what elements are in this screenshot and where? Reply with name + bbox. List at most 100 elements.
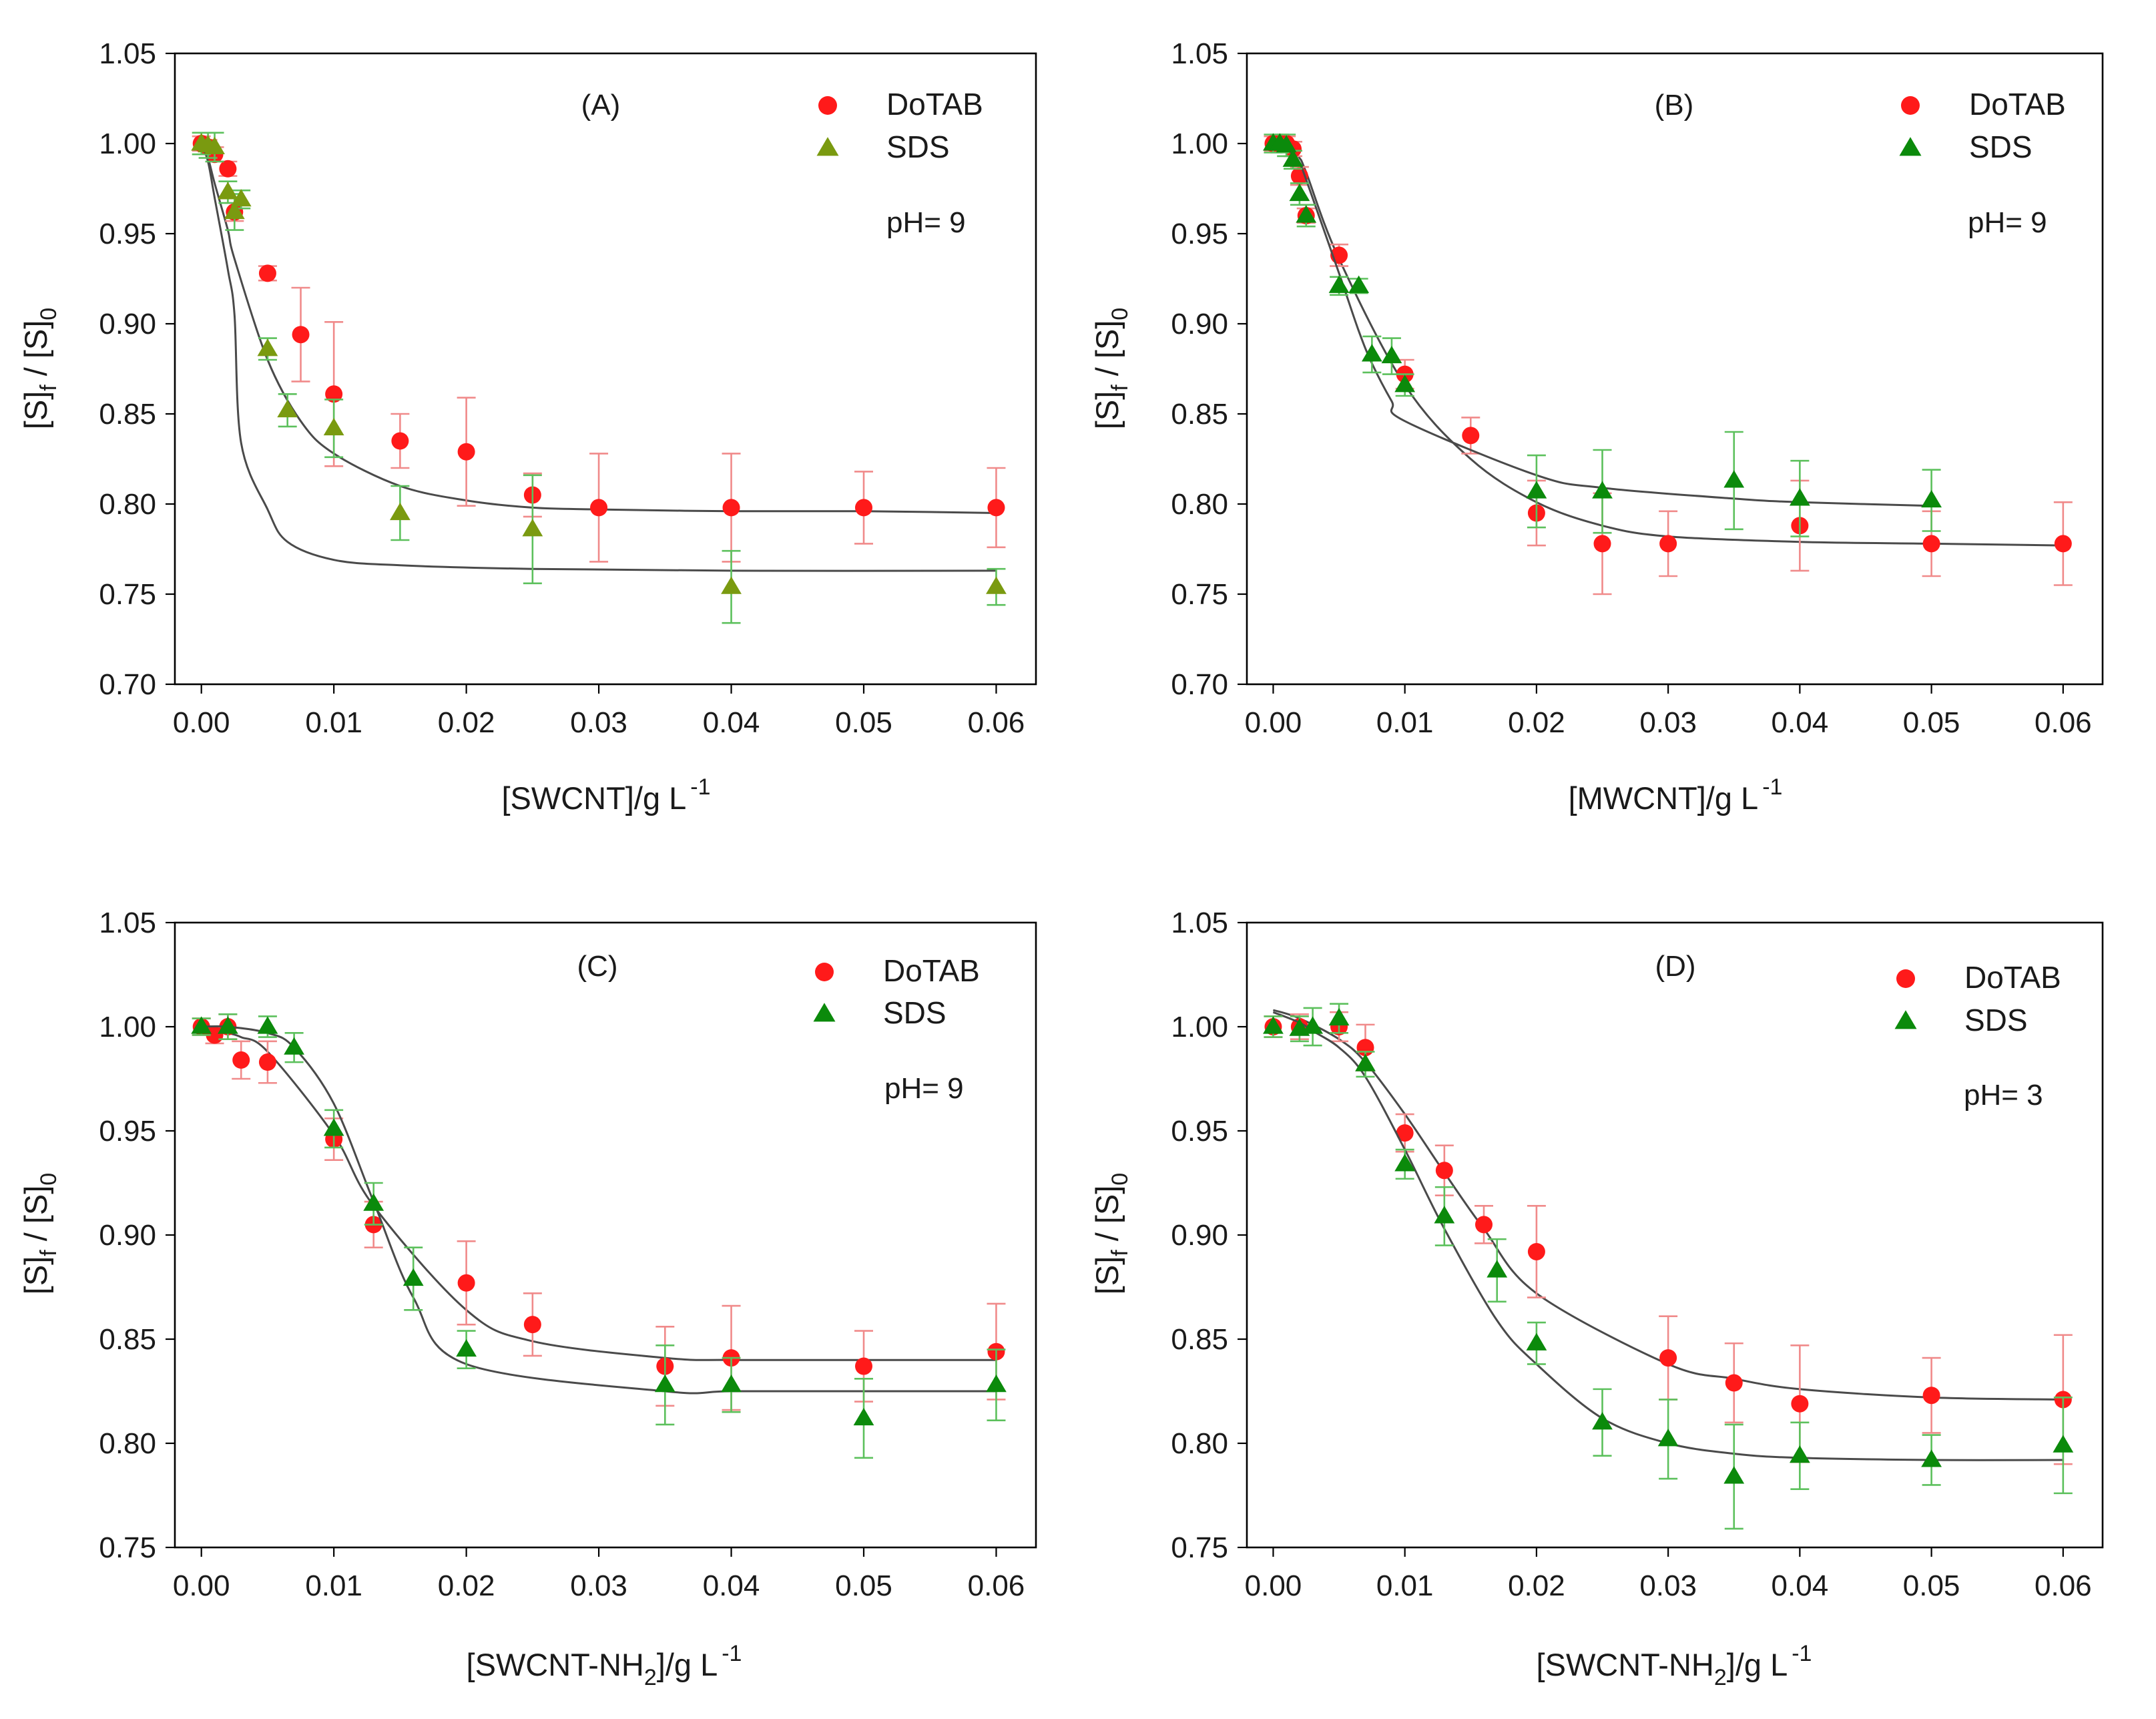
x-axis-label-text: [SWCNT]/g L [501, 780, 686, 816]
y-axis-label-subscript: 0 [1107, 1173, 1133, 1186]
data-point-sds [402, 1268, 424, 1286]
data-point-sds [1348, 275, 1370, 293]
x-axis-label-text: [SWCNT-NH [467, 1647, 644, 1682]
fit-curve [200, 143, 997, 572]
legend-label: DoTAB [886, 87, 983, 121]
data-point-sds [1381, 345, 1402, 364]
x-tick-label: 0.02 [438, 1569, 495, 1602]
data-point-dotab [987, 499, 1005, 517]
x-tick-label: 0.00 [173, 1569, 230, 1602]
data-point-dotab [258, 1053, 276, 1071]
data-point-sds [1592, 481, 1613, 499]
data-point-sds [284, 1037, 305, 1055]
x-tick-label: 0.02 [438, 706, 495, 739]
legend-label: DoTAB [883, 953, 980, 988]
y-tick-label: 0.70 [99, 668, 156, 701]
fit-curve [201, 1025, 997, 1361]
series-sds [191, 1013, 1007, 1459]
data-point-sds [1789, 1445, 1810, 1463]
x-axis-label-text: [SWCNT-NH [1537, 1647, 1714, 1682]
data-point-sds [1296, 205, 1317, 223]
data-point-dotab [1527, 1242, 1545, 1260]
data-point-sds [1355, 1053, 1376, 1071]
y-tick-label: 0.90 [99, 1219, 156, 1252]
legend-entry: SDS [816, 130, 950, 164]
x-tick-label: 0.00 [1245, 706, 1302, 739]
legend-entry: DoTAB [818, 87, 983, 121]
y-axis-label: [S]f / [S]0 [1089, 308, 1133, 429]
data-point-sds [1526, 1332, 1547, 1350]
data-point-sds [230, 189, 252, 207]
data-point-dotab [232, 1051, 250, 1069]
x-tick-label: 0.01 [305, 1569, 362, 1602]
series-sds [191, 132, 1007, 624]
y-axis-label-part: [S] [1089, 1256, 1125, 1294]
x-axis-label-superscript: -1 [690, 774, 710, 800]
y-axis-label-part: [S] [1089, 391, 1125, 429]
data-point-sds [1487, 1260, 1508, 1278]
y-tick-label: 0.85 [99, 1323, 156, 1356]
data-point-sds [389, 502, 411, 521]
data-point-dotab [1475, 1216, 1493, 1234]
data-point-sds [1921, 489, 1942, 508]
data-point-dotab [1593, 535, 1611, 553]
data-point-dotab [1659, 535, 1677, 553]
data-point-sds [853, 1407, 874, 1426]
x-tick-label: 0.04 [1772, 706, 1829, 739]
data-point-sds [1723, 1466, 1745, 1484]
y-axis-label-subscript: f [1107, 385, 1133, 391]
data-point-sds [1276, 135, 1297, 153]
ph-annotation: pH= 9 [1968, 206, 2047, 239]
x-axis-label: [SWCNT-NH2]/g L -1 [467, 1641, 742, 1690]
y-tick-label: 1.05 [1171, 37, 1228, 70]
y-axis-label-part: / [S] [1089, 320, 1125, 385]
y-tick-label: 0.90 [1171, 308, 1228, 340]
legend-marker [813, 1003, 836, 1022]
series-dotab [192, 135, 1006, 563]
x-axis-label-superscript: -1 [722, 1641, 742, 1666]
data-point-sds [257, 1016, 278, 1034]
data-point-sds [721, 1375, 742, 1393]
x-tick-label: 0.06 [2035, 706, 2092, 739]
data-point-dotab [258, 264, 276, 282]
x-tick-label: 0.04 [1772, 1569, 1829, 1602]
x-tick-label: 0.03 [570, 1569, 627, 1602]
y-axis-label-subscript: 0 [36, 308, 61, 320]
legend-marker [1894, 1010, 1917, 1029]
legend-marker [1899, 137, 1922, 156]
fit-curve [1272, 1011, 2063, 1461]
x-tick-label: 0.00 [173, 706, 230, 739]
x-axis-label-superscript: -1 [1792, 1641, 1812, 1666]
data-point-sds [1526, 481, 1547, 499]
data-point-dotab [523, 1316, 541, 1334]
ph-annotation: pH= 9 [886, 206, 966, 239]
x-tick-label: 0.02 [1508, 706, 1565, 739]
chart-panel: 0.00 0.01 0.02 0.03 0.04 0.05 0.06 0.70 0.75 0.80… [1089, 37, 2104, 816]
ph-annotation: pH= 3 [1964, 1079, 2043, 1112]
y-tick-label: 1.05 [99, 37, 156, 70]
data-point-dotab [590, 499, 608, 517]
y-axis-label-subscript: f [36, 1250, 61, 1256]
x-tick-label: 0.05 [835, 1569, 892, 1602]
data-point-sds [257, 338, 278, 356]
y-axis-label-part: / [S] [18, 320, 53, 385]
y-axis-label: [S]f / [S]0 [1089, 1173, 1133, 1294]
panel-label: (A) [581, 89, 621, 121]
chart-panel: 0.00 0.01 0.02 0.03 0.04 0.05 0.06 0.75 0.80 0.85… [1089, 907, 2104, 1690]
y-axis-label-subscript: 0 [36, 1173, 61, 1186]
data-point-sds [191, 1016, 212, 1034]
x-tick-label: 0.03 [1639, 1569, 1697, 1602]
y-tick-label: 0.80 [1171, 1427, 1228, 1460]
data-point-sds [654, 1375, 676, 1393]
data-point-dotab [1659, 1349, 1677, 1367]
y-axis-label-subscript: f [36, 385, 61, 391]
legend-entry: DoTAB [1896, 960, 2061, 995]
panel-label: (C) [577, 950, 617, 983]
x-tick-label: 0.04 [703, 1569, 760, 1602]
legend-entry: DoTAB [1901, 87, 2066, 121]
y-axis-label: [S]f / [S]0 [18, 1173, 61, 1294]
data-point-dotab [2054, 535, 2072, 553]
legend-label: SDS [1964, 1003, 2028, 1037]
